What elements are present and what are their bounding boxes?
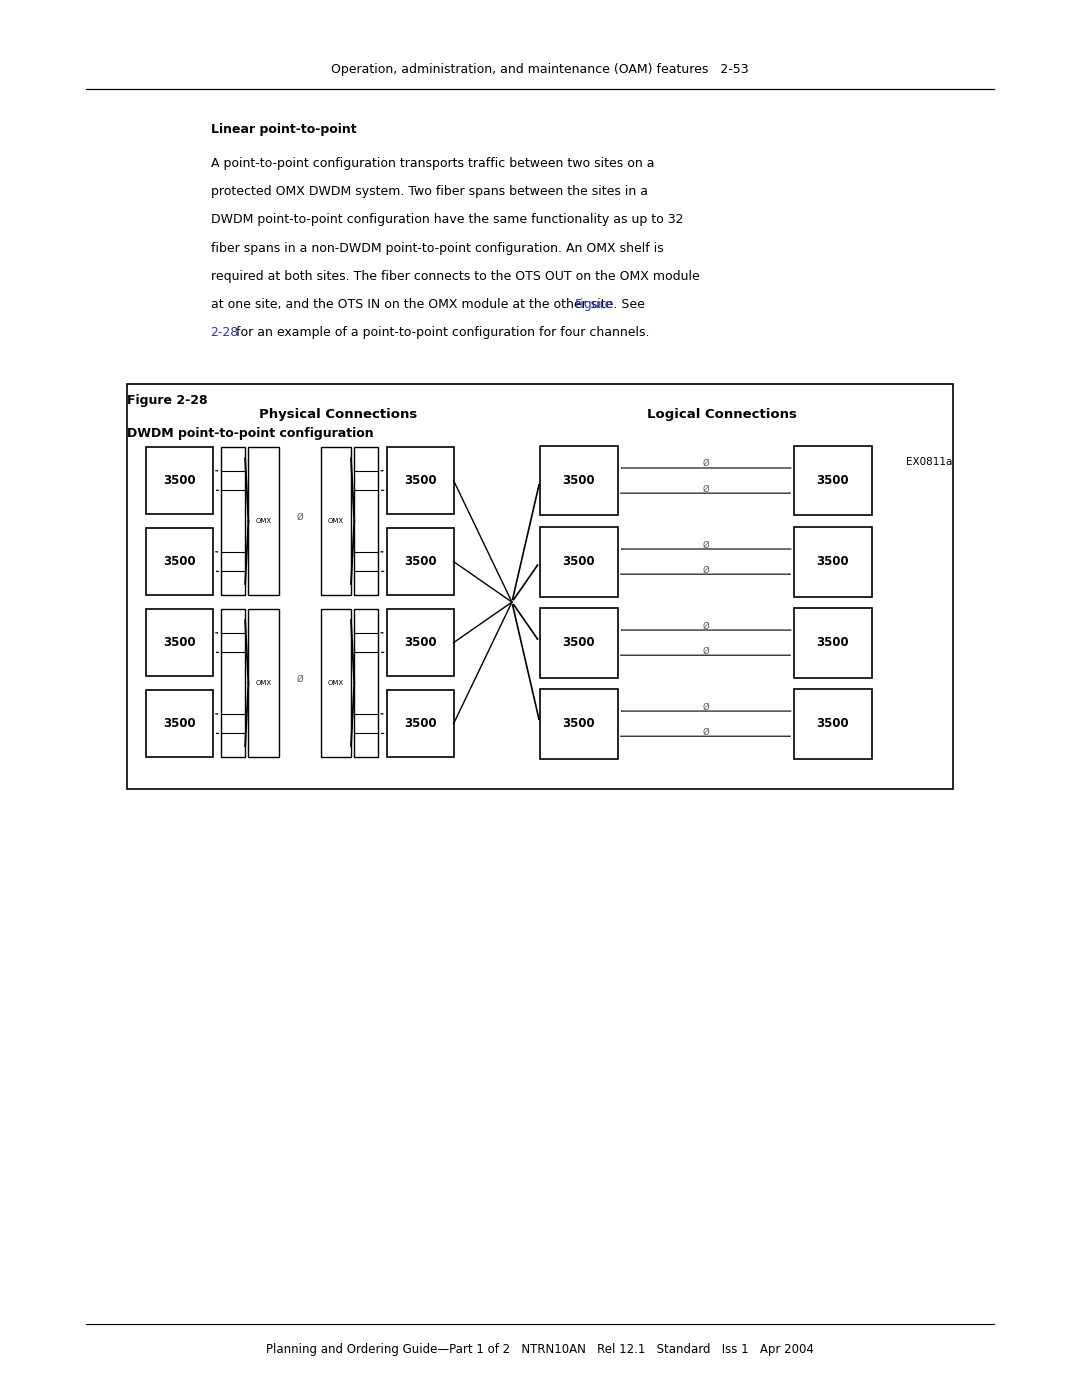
- Text: Ø: Ø: [702, 703, 710, 711]
- Text: 3500: 3500: [816, 717, 849, 731]
- FancyBboxPatch shape: [146, 609, 213, 676]
- Text: 3500: 3500: [816, 636, 849, 650]
- Text: 3500: 3500: [404, 474, 436, 488]
- FancyBboxPatch shape: [127, 384, 953, 789]
- Text: Physical Connections: Physical Connections: [259, 408, 417, 422]
- FancyBboxPatch shape: [354, 609, 378, 757]
- FancyBboxPatch shape: [387, 690, 454, 757]
- Text: required at both sites. The fiber connects to the OTS OUT on the OMX module: required at both sites. The fiber connec…: [211, 270, 700, 282]
- FancyBboxPatch shape: [794, 689, 872, 759]
- Text: DWDM point-to-point configuration have the same functionality as up to 32: DWDM point-to-point configuration have t…: [211, 214, 684, 226]
- Text: OMX: OMX: [328, 680, 343, 686]
- Text: 3500: 3500: [563, 555, 595, 569]
- FancyBboxPatch shape: [794, 608, 872, 678]
- Text: 2-28: 2-28: [211, 326, 239, 339]
- Text: OMX: OMX: [256, 680, 271, 686]
- Text: Figure: Figure: [575, 298, 612, 310]
- Text: OMX: OMX: [328, 518, 343, 524]
- Text: 3500: 3500: [404, 636, 436, 650]
- Text: Logical Connections: Logical Connections: [647, 408, 796, 422]
- FancyBboxPatch shape: [387, 528, 454, 595]
- Text: 3500: 3500: [404, 555, 436, 569]
- Text: EX0811a: EX0811a: [906, 457, 953, 467]
- Text: Linear point-to-point: Linear point-to-point: [211, 123, 356, 136]
- Text: Ø: Ø: [702, 541, 710, 549]
- FancyBboxPatch shape: [221, 447, 245, 595]
- FancyBboxPatch shape: [540, 689, 618, 759]
- Text: protected OMX DWDM system. Two fiber spans between the sites in a: protected OMX DWDM system. Two fiber spa…: [211, 186, 648, 198]
- FancyBboxPatch shape: [387, 609, 454, 676]
- Text: 3500: 3500: [816, 555, 849, 569]
- Text: at one site, and the OTS IN on the OMX module at the other site. See: at one site, and the OTS IN on the OMX m…: [211, 298, 648, 310]
- Text: 3500: 3500: [563, 636, 595, 650]
- Text: 3500: 3500: [404, 717, 436, 731]
- Text: DWDM point-to-point configuration: DWDM point-to-point configuration: [127, 427, 374, 440]
- Text: 3500: 3500: [563, 474, 595, 488]
- Text: Ø: Ø: [702, 566, 710, 574]
- Text: Operation, administration, and maintenance (OAM) features   2-53: Operation, administration, and maintenan…: [332, 63, 748, 77]
- FancyBboxPatch shape: [321, 447, 351, 595]
- FancyBboxPatch shape: [540, 446, 618, 515]
- FancyBboxPatch shape: [540, 527, 618, 597]
- Text: Ø: Ø: [702, 728, 710, 736]
- Text: Ø: Ø: [702, 647, 710, 655]
- Text: 3500: 3500: [816, 474, 849, 488]
- FancyBboxPatch shape: [387, 447, 454, 514]
- Text: for an example of a point-to-point configuration for four channels.: for an example of a point-to-point confi…: [232, 326, 649, 339]
- Text: fiber spans in a non-DWDM point-to-point configuration. An OMX shelf is: fiber spans in a non-DWDM point-to-point…: [211, 242, 663, 254]
- Text: Planning and Ordering Guide—Part 1 of 2   NTRN10AN   Rel 12.1   Standard   Iss 1: Planning and Ordering Guide—Part 1 of 2 …: [266, 1343, 814, 1356]
- Text: 3500: 3500: [163, 717, 195, 731]
- FancyBboxPatch shape: [146, 447, 213, 514]
- Text: Ø: Ø: [296, 513, 303, 521]
- FancyBboxPatch shape: [146, 690, 213, 757]
- FancyBboxPatch shape: [540, 608, 618, 678]
- Text: Ø: Ø: [702, 622, 710, 630]
- FancyBboxPatch shape: [248, 447, 279, 595]
- Text: A point-to-point configuration transports traffic between two sites on a: A point-to-point configuration transport…: [211, 156, 654, 170]
- Text: 3500: 3500: [163, 636, 195, 650]
- Text: Ø: Ø: [702, 460, 710, 468]
- Text: 3500: 3500: [163, 555, 195, 569]
- FancyBboxPatch shape: [321, 609, 351, 757]
- Text: Ø: Ø: [702, 485, 710, 493]
- Text: Ø: Ø: [296, 675, 303, 683]
- Text: 3500: 3500: [163, 474, 195, 488]
- Text: OMX: OMX: [256, 518, 271, 524]
- FancyBboxPatch shape: [354, 447, 378, 595]
- FancyBboxPatch shape: [146, 528, 213, 595]
- FancyBboxPatch shape: [221, 609, 245, 757]
- Text: 3500: 3500: [563, 717, 595, 731]
- Text: Figure 2-28: Figure 2-28: [127, 394, 208, 408]
- FancyBboxPatch shape: [794, 527, 872, 597]
- FancyBboxPatch shape: [794, 446, 872, 515]
- FancyBboxPatch shape: [248, 609, 279, 757]
